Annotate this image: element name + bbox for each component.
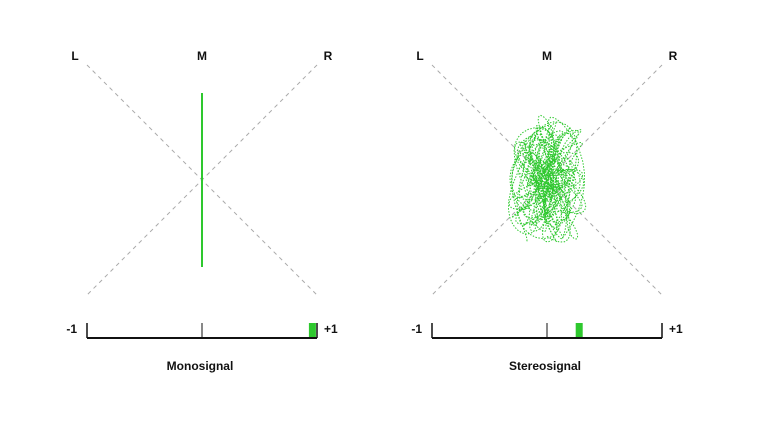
- caption: Monosignal: [167, 359, 234, 373]
- correlation-marker: [308, 323, 316, 337]
- channel-label: L: [416, 49, 423, 63]
- channel-label: M: [197, 49, 207, 63]
- channel-label: R: [324, 49, 333, 63]
- scale-label: +1: [324, 322, 338, 336]
- channel-label: R: [669, 49, 678, 63]
- correlation-marker: [575, 323, 583, 337]
- channel-label: L: [71, 49, 78, 63]
- scale-label: -1: [66, 322, 77, 336]
- channel-label: M: [542, 49, 552, 63]
- scale-label: -1: [411, 322, 422, 336]
- caption: Stereosignal: [509, 359, 581, 373]
- scale-label: +1: [669, 322, 683, 336]
- signal-trace: [507, 114, 587, 243]
